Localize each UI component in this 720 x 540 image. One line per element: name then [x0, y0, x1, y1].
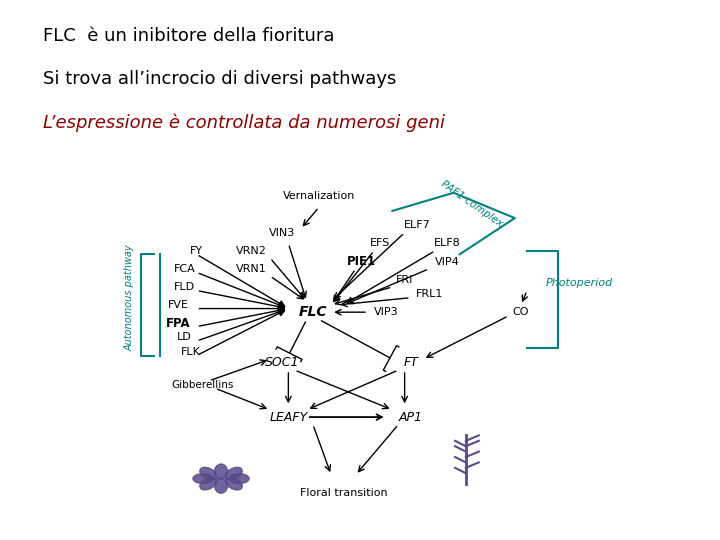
- Text: FLD: FLD: [174, 282, 195, 292]
- Text: SOC1: SOC1: [265, 356, 300, 369]
- Text: AP1: AP1: [399, 410, 423, 423]
- Text: FVE: FVE: [168, 300, 189, 310]
- Text: PAF1 complex: PAF1 complex: [439, 179, 505, 228]
- Text: Gibberellins: Gibberellins: [171, 380, 234, 389]
- Ellipse shape: [215, 478, 228, 493]
- Text: VRN1: VRN1: [236, 264, 267, 274]
- Text: FRI: FRI: [396, 275, 413, 285]
- Text: Floral transition: Floral transition: [300, 488, 387, 498]
- Ellipse shape: [200, 467, 217, 480]
- Text: VIP3: VIP3: [374, 307, 399, 317]
- Text: FLC: FLC: [299, 305, 327, 319]
- Text: Si trova all’incrocio di diversi pathways: Si trova all’incrocio di diversi pathway…: [43, 70, 397, 88]
- Text: Vernalization: Vernalization: [283, 191, 355, 201]
- Text: ELF8: ELF8: [434, 239, 461, 248]
- Text: ELF7: ELF7: [403, 220, 431, 231]
- Text: FLK: FLK: [181, 347, 200, 357]
- Ellipse shape: [225, 477, 242, 490]
- Ellipse shape: [225, 467, 242, 480]
- Text: EFS: EFS: [370, 239, 390, 248]
- Text: FLC  è un inibitore della fioritura: FLC è un inibitore della fioritura: [43, 27, 335, 45]
- Ellipse shape: [193, 474, 213, 483]
- Text: Photoperiod: Photoperiod: [546, 278, 613, 288]
- Text: CO: CO: [513, 307, 529, 317]
- Text: FCA: FCA: [174, 264, 195, 274]
- Ellipse shape: [215, 464, 228, 479]
- Text: VIN3: VIN3: [269, 227, 295, 238]
- Ellipse shape: [229, 474, 249, 483]
- Text: FPA: FPA: [166, 316, 191, 329]
- Ellipse shape: [200, 477, 217, 490]
- Text: LEAFY: LEAFY: [269, 410, 307, 423]
- Text: L’espressione è controllata da numerosi geni: L’espressione è controllata da numerosi …: [43, 113, 445, 132]
- Text: LD: LD: [177, 333, 192, 342]
- Text: FY: FY: [190, 246, 203, 255]
- Text: FT: FT: [403, 356, 418, 369]
- Text: Autonomous pathway: Autonomous pathway: [125, 245, 134, 351]
- Text: PIE1: PIE1: [347, 255, 377, 268]
- Text: VRN2: VRN2: [236, 246, 267, 255]
- Text: VIP4: VIP4: [435, 256, 460, 267]
- Text: FRL1: FRL1: [415, 289, 443, 299]
